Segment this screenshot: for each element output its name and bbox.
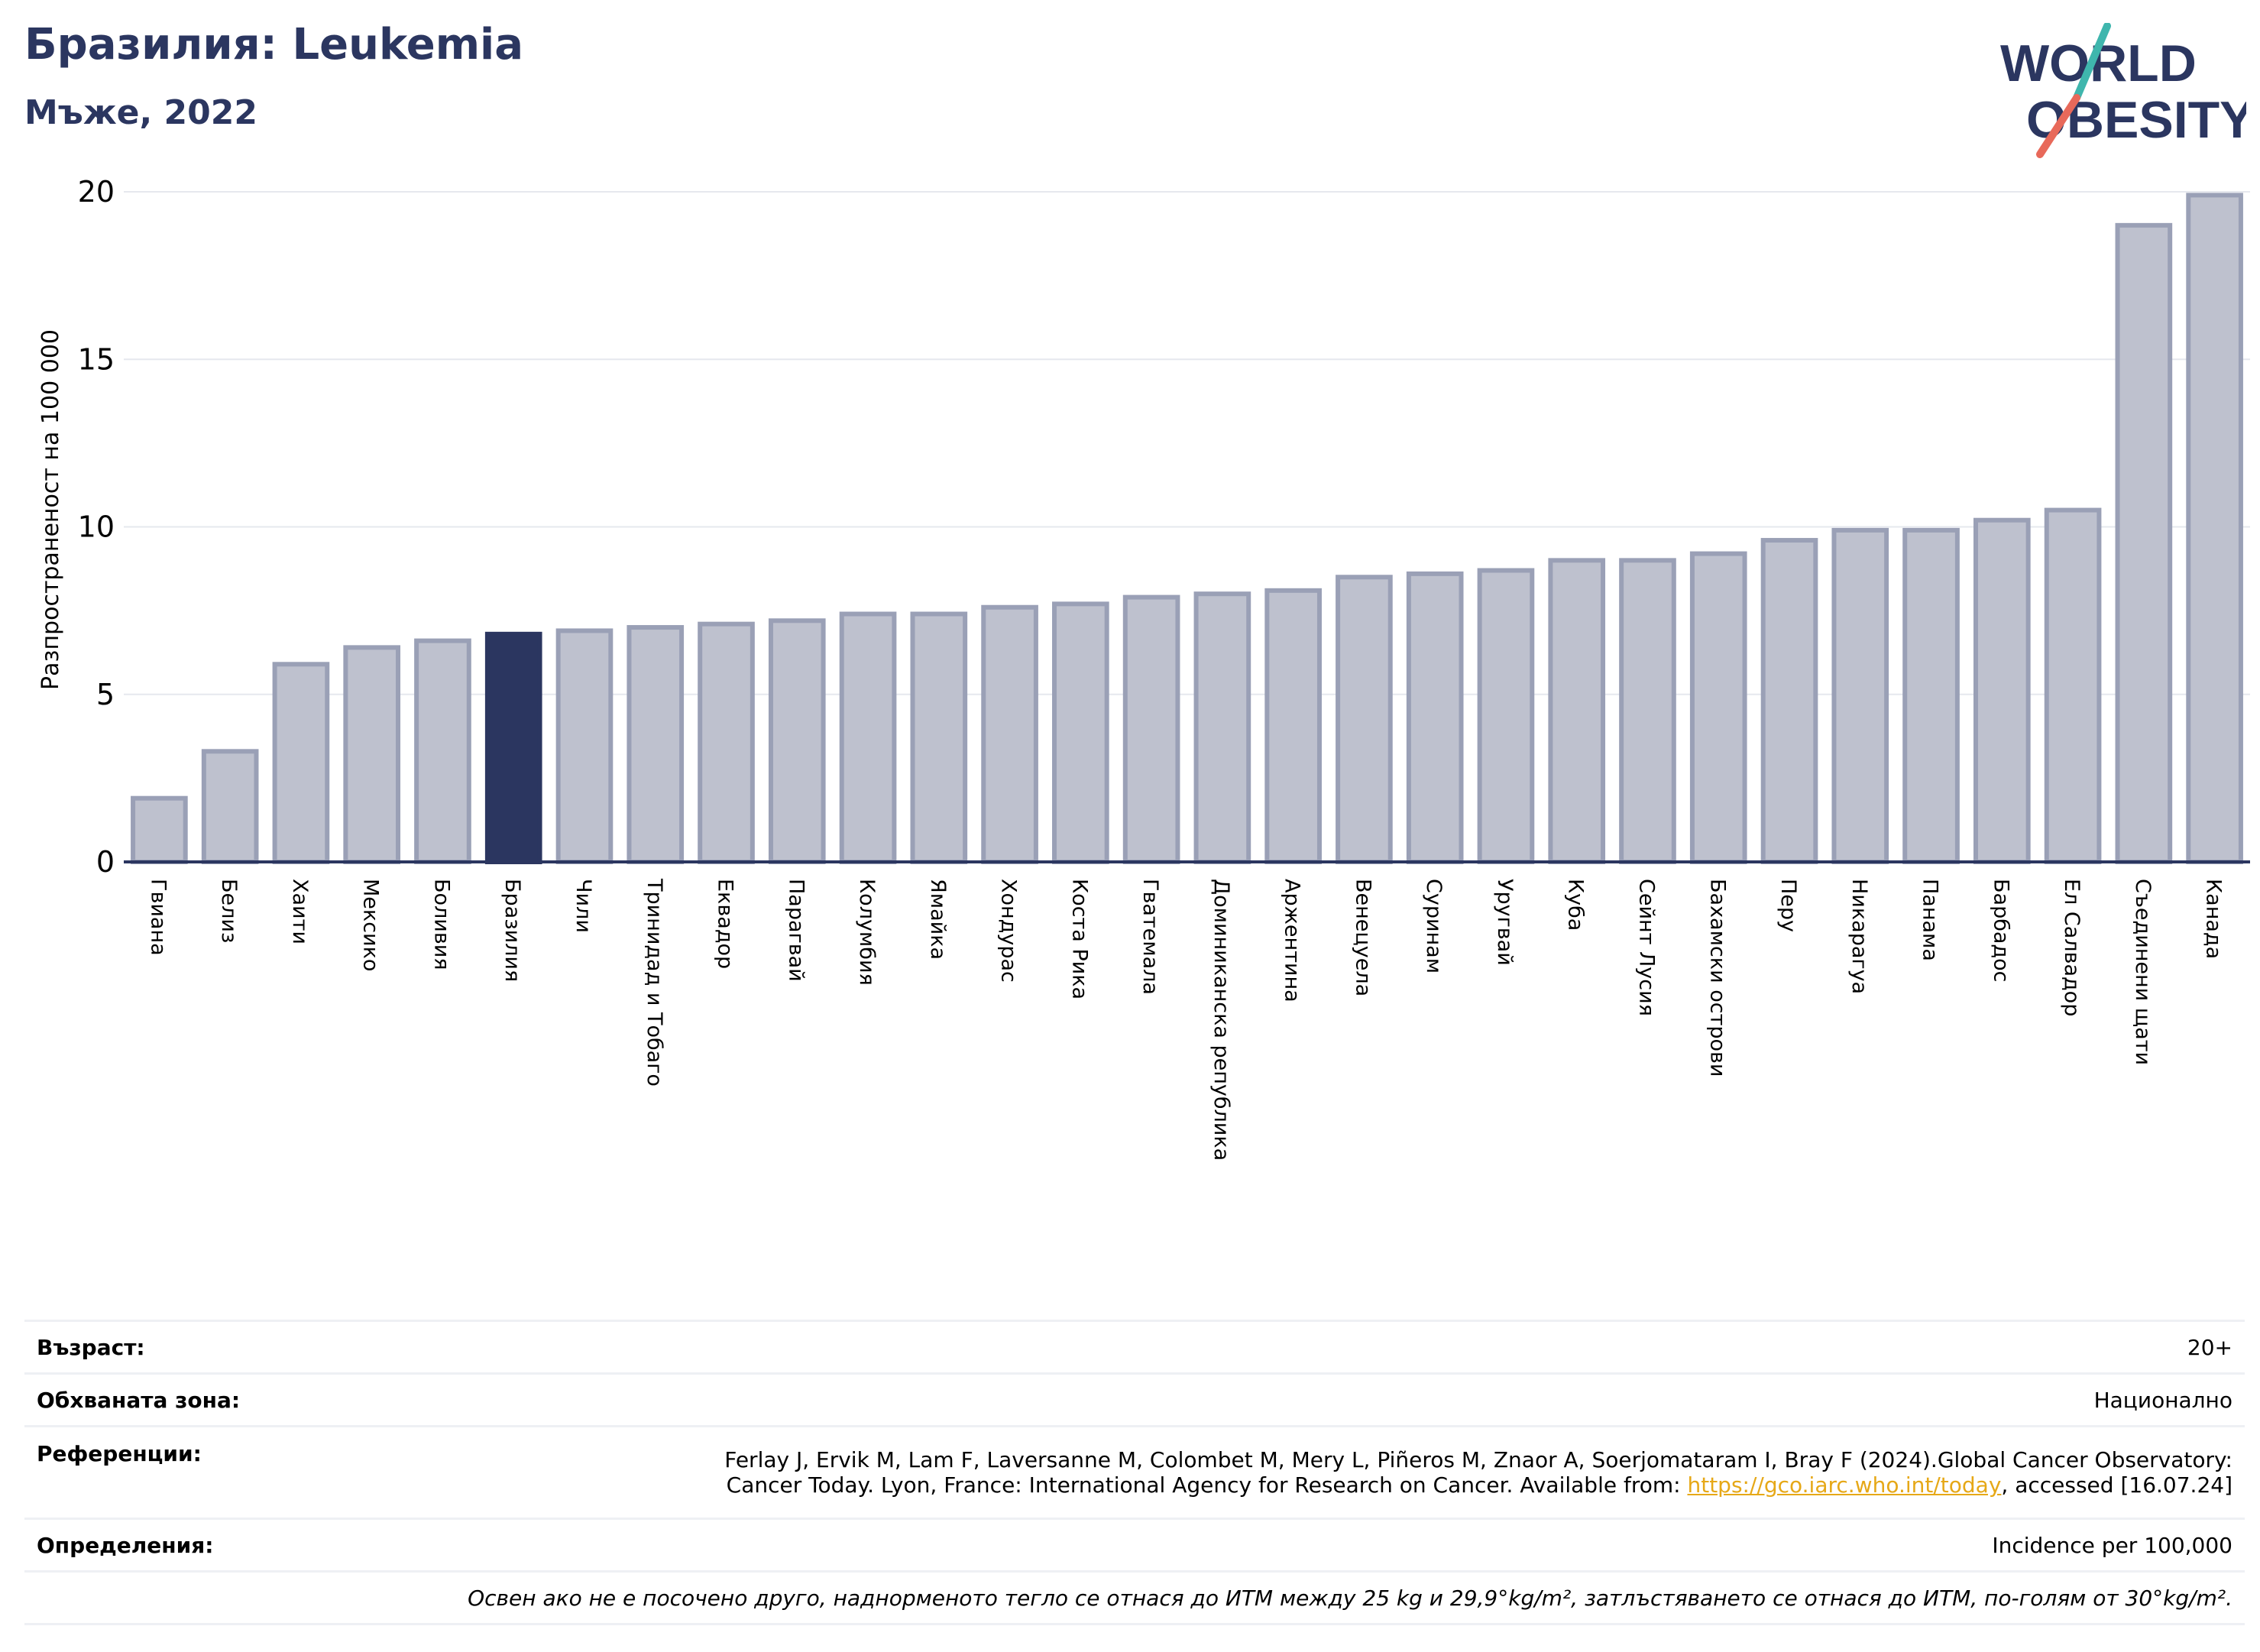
info-row-definitions: Определения: Incidence per 100,000 <box>24 1518 2245 1572</box>
chart-subtitle: Мъже, 2022 <box>24 93 257 132</box>
bar-0 <box>131 795 188 865</box>
bar-4 <box>414 638 471 865</box>
y-tick-label: 10 <box>78 510 115 544</box>
x-tick-label: Куба <box>1564 879 1588 931</box>
bar-3 <box>343 645 401 864</box>
x-tick-label: Ел Салвадор <box>2060 879 2084 1016</box>
references-value: Ferlay J, Ervik M, Lam F, Laversanne M, … <box>311 1425 2245 1519</box>
x-tick-label: Хондурас <box>997 879 1021 983</box>
bar-11 <box>910 611 968 864</box>
logo-slash-coral <box>2036 94 2080 158</box>
x-tick-label: Парагвай <box>784 879 808 982</box>
bar-chart: 0 5 10 15 20 Гвиана Белиз Хаити Мексико Боливия Б… <box>37 175 2250 1161</box>
bar-7 <box>627 625 685 864</box>
x-tick-label: Хаити <box>288 879 312 944</box>
bar-6 <box>555 628 614 864</box>
x-tick-label: Коста Рика <box>1067 879 1091 999</box>
info-row-note: Освен ако не е посочено друго, наднормен… <box>24 1570 2245 1625</box>
x-tick-label: Чили <box>571 879 595 933</box>
info-row-area: Обхваната зона: Национално <box>24 1372 2245 1427</box>
x-tick-label: Ямайка <box>926 879 950 960</box>
bar-21 <box>1619 558 1676 864</box>
y-axis-ticks: 0 5 10 15 20 <box>78 175 115 879</box>
bar-29 <box>2186 193 2243 864</box>
x-axis-ticks: Гвиана Белиз Хаити Мексико Боливия Бразилия Чи… <box>146 878 2225 1161</box>
x-tick-label: Бахамски острови <box>1705 879 1729 1077</box>
x-tick-label: Уругвай <box>1493 879 1517 966</box>
bar-20 <box>1548 558 1606 864</box>
chart-title: Бразилия: Leukemia <box>24 20 524 70</box>
x-tick-label: Гватемала <box>1138 879 1162 995</box>
x-tick-label: Колумбия <box>855 879 879 986</box>
definitions-value: Incidence per 100,000 <box>311 1518 2245 1572</box>
info-table: Възраст: 20+ Обхваната зона: Национално … <box>24 1320 2245 1625</box>
bar-14 <box>1122 594 1180 865</box>
bar-5 <box>484 631 542 864</box>
x-tick-label: Бразилия <box>500 879 524 982</box>
x-tick-label: Доминиканска република <box>1209 879 1233 1161</box>
area-label: Обхваната зона: <box>24 1372 312 1427</box>
x-tick-label: Белиз <box>217 879 241 943</box>
bar-12 <box>981 604 1038 864</box>
y-tick-label: 15 <box>78 342 115 376</box>
references-link[interactable]: https://gco.iarc.who.int/today <box>1687 1472 2002 1498</box>
references-label: Референции: <box>24 1425 312 1519</box>
bar-26 <box>1973 517 2031 864</box>
y-tick-label: 20 <box>78 175 115 209</box>
bar-27 <box>2044 507 2102 864</box>
bar-13 <box>1052 601 1109 864</box>
age-value: 20+ <box>311 1320 2245 1374</box>
x-tick-label: Венецуела <box>1351 879 1374 996</box>
world-obesity-logo: WORLD OBESITY <box>2000 23 2246 158</box>
x-tick-label: Гвиана <box>146 879 170 956</box>
references-line2-post: , accessed [16.07.24] <box>2001 1472 2232 1498</box>
bar-10 <box>839 611 897 864</box>
x-tick-label: Суринам <box>1422 879 1446 973</box>
references-line1: Ferlay J, Ervik M, Lam F, Laversanne M, … <box>724 1447 2232 1472</box>
bar-8 <box>698 621 755 864</box>
bar-1 <box>201 749 259 864</box>
bar-2 <box>272 662 330 864</box>
bar-16 <box>1264 588 1322 864</box>
x-tick-label: Перу <box>1776 879 1800 932</box>
x-tick-label: Еквадор <box>714 879 737 969</box>
bar-17 <box>1336 575 1393 865</box>
y-tick-label: 0 <box>96 845 115 879</box>
bars <box>131 193 2243 865</box>
logo-slash-teal <box>2073 23 2111 102</box>
x-tick-label: Сейнт Лусия <box>1634 879 1658 1016</box>
x-tick-label: Тринидад и Тобаго <box>643 878 666 1087</box>
definitions-label: Определения: <box>24 1518 312 1572</box>
note-text: Освен ако не е посочено друго, наднормен… <box>24 1570 2245 1625</box>
bar-25 <box>1902 527 1960 864</box>
bar-15 <box>1193 591 1251 864</box>
grid-lines <box>124 191 2250 695</box>
bar-28 <box>2115 222 2173 865</box>
x-tick-label: Никарагуа <box>1847 879 1871 994</box>
x-tick-label: Съединени щати <box>2131 879 2155 1065</box>
area-value: Национално <box>311 1372 2245 1427</box>
x-tick-label: Барбадос <box>1989 879 2012 982</box>
x-tick-label: Боливия <box>429 879 453 970</box>
bar-9 <box>768 618 826 865</box>
references-line2-pre: Cancer Today. Lyon, France: Internationa… <box>726 1472 1688 1498</box>
bar-22 <box>1689 551 1747 865</box>
bar-19 <box>1477 568 1535 864</box>
info-row-references: Референции: Ferlay J, Ervik M, Lam F, La… <box>24 1425 2245 1519</box>
x-tick-label: Аржентина <box>1281 879 1304 1003</box>
age-label: Възраст: <box>24 1320 312 1374</box>
x-tick-label: Мексико <box>359 879 383 971</box>
bar-23 <box>1760 538 1818 864</box>
y-tick-label: 5 <box>96 678 115 711</box>
x-tick-label: Канада <box>2202 879 2226 959</box>
bar-24 <box>1831 527 1889 864</box>
bar-18 <box>1406 571 1464 864</box>
info-row-age: Възраст: 20+ <box>24 1320 2245 1374</box>
y-axis-label: Разпространеност на 100 000 <box>37 329 64 690</box>
x-tick-label: Панама <box>1918 879 1942 961</box>
